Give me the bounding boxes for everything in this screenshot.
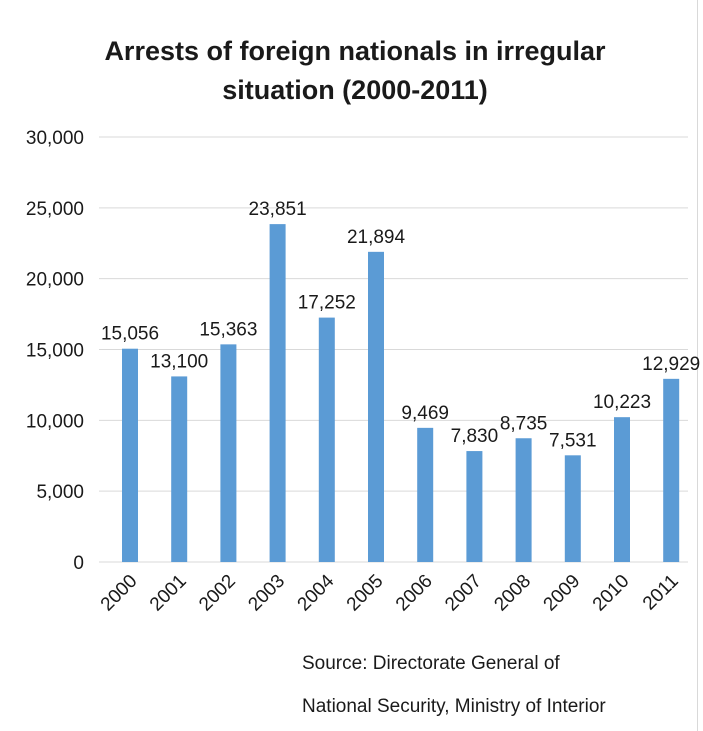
- y-tick-label: 5,000: [36, 482, 84, 503]
- chart-title-line-2: situation (2000-2011): [222, 75, 488, 105]
- bars: [122, 224, 680, 562]
- source-line-1: Source: Directorate General of: [302, 653, 560, 674]
- y-tick-label: 20,000: [26, 270, 84, 291]
- y-tick-label: 15,000: [26, 341, 84, 362]
- bar-2000: [122, 348, 138, 562]
- data-label-2006: 9,469: [401, 403, 449, 424]
- data-labels: 15,056 13,100 15,363 23,851 17,252 21,894 9,46…: [101, 199, 700, 451]
- data-label-2010: 10,223: [593, 392, 651, 413]
- y-tick-label: 30,000: [26, 128, 84, 149]
- y-axis-tick-labels: 0 5,000 10,000 15,000 20,000 25,000 30,000: [26, 128, 84, 574]
- bar-2004: [318, 317, 335, 562]
- x-tick-label-2011: 2011: [639, 571, 683, 615]
- x-tick-label-2005: 2005: [343, 571, 388, 616]
- bar-2007: [466, 451, 483, 562]
- x-tick-label-2000: 2000: [97, 571, 142, 616]
- x-tick-label-2002: 2002: [195, 571, 240, 616]
- bar-2008: [515, 438, 532, 562]
- data-label-2007: 7,830: [451, 426, 499, 447]
- gridlines: [99, 136, 688, 563]
- x-tick-label-2006: 2006: [392, 571, 437, 616]
- data-label-2002: 15,363: [199, 319, 257, 340]
- data-label-2004: 17,252: [298, 293, 356, 314]
- bar-2001: [171, 376, 188, 562]
- bar-2010: [614, 417, 630, 562]
- source-note: Source: Directorate General of National …: [302, 653, 606, 717]
- data-label-2000: 15,056: [101, 324, 159, 345]
- x-tick-label-2010: 2010: [589, 571, 634, 616]
- right-border: [697, 0, 698, 731]
- y-tick-label: 10,000: [26, 411, 84, 432]
- data-label-2003: 23,851: [249, 199, 307, 220]
- x-tick-label-2004: 2004: [294, 570, 339, 615]
- x-tick-label-2001: 2001: [146, 571, 191, 616]
- bar-2006: [417, 427, 434, 562]
- x-tick-label-2008: 2008: [490, 571, 535, 616]
- bar-2005: [368, 251, 384, 562]
- x-tick-label-2009: 2009: [540, 571, 585, 616]
- x-tick-label-2007: 2007: [441, 571, 486, 616]
- source-line-2: National Security, Ministry of Interior: [302, 696, 606, 717]
- data-label-2009: 7,531: [549, 430, 597, 451]
- bar-2009: [564, 455, 581, 562]
- bar-2003: [269, 224, 286, 562]
- y-tick-label: 0: [73, 553, 84, 574]
- x-tick-label-2003: 2003: [244, 571, 289, 616]
- chart-title-line-1: Arrests of foreign nationals in irregula…: [104, 36, 606, 66]
- chart-title: Arrests of foreign nationals in irregula…: [104, 36, 606, 105]
- x-axis-tick-labels: 2000 2001 2002 2003 2004 2005 2006 2007 2008 2009…: [97, 570, 683, 615]
- y-tick-label: 25,000: [26, 199, 84, 220]
- data-label-2005: 21,894: [347, 227, 406, 248]
- data-label-2001: 13,100: [150, 351, 208, 372]
- data-label-2008: 8,735: [500, 413, 548, 434]
- bar-2002: [220, 344, 237, 562]
- data-label-2011: 12,929: [642, 354, 700, 375]
- bar-2011: [663, 378, 680, 562]
